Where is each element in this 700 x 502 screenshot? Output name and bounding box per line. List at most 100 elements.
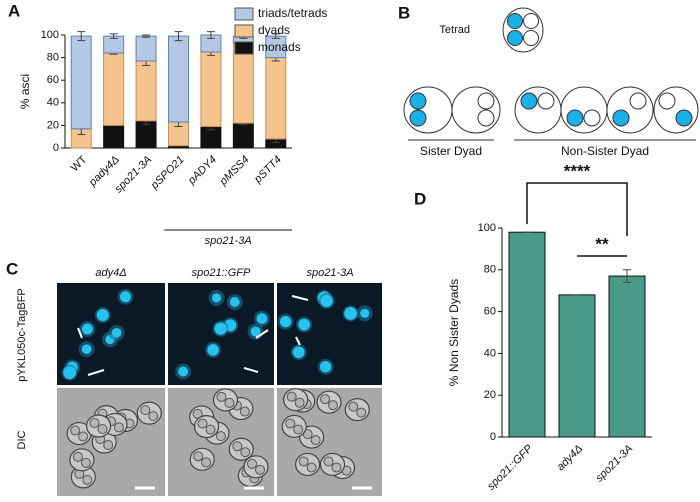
bar-segment <box>135 60 157 122</box>
spore <box>193 451 204 462</box>
arrow <box>77 327 83 339</box>
spore <box>310 435 321 446</box>
spore <box>523 13 539 29</box>
spore <box>477 92 495 110</box>
error-bar <box>174 31 183 42</box>
spore <box>328 400 339 411</box>
y-axis-label: % Non Sister Dyads <box>447 279 461 386</box>
ascus <box>514 86 562 134</box>
x-tick-label: pADY4 <box>185 154 219 188</box>
spore <box>306 462 317 473</box>
spore <box>409 109 427 127</box>
bar-segment <box>168 35 189 123</box>
arrow <box>243 367 259 373</box>
legend-swatch <box>234 7 254 21</box>
error-bar <box>77 31 86 42</box>
sister-label: Sister Dyad <box>420 144 482 158</box>
error-bar <box>623 269 631 283</box>
group-label: spo21-3A <box>205 235 252 247</box>
nucleus <box>119 291 131 303</box>
nucleus <box>320 294 333 308</box>
spore <box>78 431 89 442</box>
spore <box>286 391 297 402</box>
y-tick-label: 20 <box>484 389 496 401</box>
nucleus <box>279 315 292 328</box>
spore <box>232 441 243 452</box>
bar-segment <box>135 35 157 62</box>
arrow <box>291 295 309 301</box>
bar <box>608 275 646 438</box>
spore <box>566 109 584 127</box>
spore <box>70 425 81 436</box>
legend-label: monads <box>258 40 301 54</box>
spore <box>103 440 114 451</box>
x-tick-label: pSPO21 <box>148 154 187 193</box>
legend-swatch <box>234 41 254 55</box>
spore <box>537 92 555 110</box>
spore <box>82 474 93 485</box>
spore <box>331 462 342 473</box>
y-tick-label: 100 <box>41 29 59 41</box>
y-axis-label: % asci <box>18 74 32 109</box>
diagram: Tetrad Sister Dyad Non-Sister Dyad <box>403 7 699 158</box>
spore <box>675 109 693 127</box>
y-tick-label: 100 <box>478 222 496 234</box>
spore <box>216 391 227 402</box>
nucleus <box>81 323 93 335</box>
row-label: pYKL050c-TagBFP <box>16 288 28 382</box>
error-bar <box>142 34 151 38</box>
significance-bracket <box>526 182 628 237</box>
spore <box>477 109 495 127</box>
significance-label: **** <box>564 161 591 180</box>
y-tick-label: 40 <box>484 347 496 359</box>
x-tick-label: pSTT4 <box>251 154 284 187</box>
ascus <box>606 86 654 134</box>
x-tick-label: spo21-3A <box>593 443 635 485</box>
bar-segment <box>200 51 222 128</box>
ascus <box>451 86 501 134</box>
nucleus <box>292 346 305 359</box>
y-tick-label: 80 <box>484 264 496 276</box>
x-tick-label: ady4Δ <box>555 443 586 474</box>
spore <box>612 109 630 127</box>
arrow <box>87 369 105 376</box>
spore <box>89 418 100 429</box>
spore <box>507 30 523 46</box>
spore <box>409 92 427 110</box>
spore <box>247 458 258 469</box>
nucleus <box>256 313 268 324</box>
ascus <box>403 86 453 134</box>
spore <box>201 457 212 468</box>
nucleus <box>319 361 332 373</box>
spore <box>72 451 83 462</box>
spore <box>255 464 266 475</box>
legend-swatch <box>234 24 254 38</box>
arrow <box>255 329 269 339</box>
error-bar <box>271 33 280 39</box>
y-tick-label: 0 <box>53 142 59 154</box>
spore <box>298 456 309 467</box>
bar-segment <box>70 35 92 130</box>
spore <box>293 424 304 435</box>
row-label: DIC <box>16 430 28 449</box>
legend-label: dyads <box>258 23 290 37</box>
spore <box>140 405 151 416</box>
spore <box>323 456 334 467</box>
nucleus <box>298 318 311 331</box>
spore <box>215 431 226 442</box>
nucleus <box>214 322 227 335</box>
nucleus <box>229 297 240 307</box>
y-tick-label: 60 <box>484 306 496 318</box>
significance-label: ** <box>595 234 609 253</box>
spore <box>320 394 331 405</box>
nucleus <box>96 308 109 322</box>
y-tick-label: 80 <box>47 52 59 64</box>
y-tick-label: 20 <box>47 119 59 131</box>
column-label: ady4Δ <box>95 267 126 279</box>
nucleus <box>360 308 370 318</box>
y-tick-label: 0 <box>490 431 496 443</box>
micrographs <box>57 283 382 496</box>
column-label: spo21-3A <box>306 267 353 279</box>
panel-label: C <box>6 259 18 278</box>
